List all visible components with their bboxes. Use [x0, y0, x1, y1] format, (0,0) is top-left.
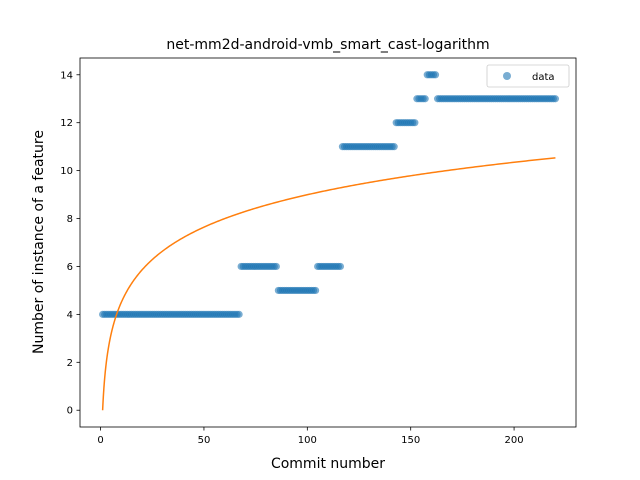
- y-axis-label: Number of instance of a feature: [31, 130, 47, 354]
- legend-marker: [503, 72, 511, 80]
- legend-label: data: [532, 72, 555, 83]
- x-axis: 0 50 100 150 200: [97, 427, 524, 446]
- y-tick-label: 6: [67, 262, 73, 273]
- data-point: [411, 119, 419, 127]
- legend-box: [486, 64, 570, 88]
- y-axis: 0 2 4 6 8 10 12 14: [60, 70, 80, 417]
- data-point: [551, 95, 560, 103]
- y-tick-label: 0: [67, 406, 73, 417]
- series-layer: [99, 71, 560, 411]
- axes-frame: [79, 57, 577, 428]
- data-point: [421, 95, 429, 103]
- data-point: [235, 310, 243, 318]
- x-tick-label: 150: [401, 435, 420, 446]
- x-axis-label: Commit number: [271, 456, 385, 472]
- x-tick-label: 0: [97, 435, 103, 446]
- legend: data: [486, 64, 570, 88]
- y-tick-label: 8: [67, 214, 73, 225]
- x-tick-label: 200: [505, 435, 524, 446]
- y-tick-label: 2: [67, 358, 73, 369]
- data-point: [390, 143, 398, 151]
- x-tick-label: 50: [198, 435, 211, 446]
- y-tick-label: 4: [67, 310, 73, 321]
- y-tick-label: 10: [60, 166, 73, 177]
- data-point: [311, 286, 320, 295]
- data-point: [336, 262, 345, 271]
- fit-line: [101, 157, 556, 411]
- x-tick-label: 100: [298, 435, 317, 446]
- chart-title: net-mm2d-android-vmb_smart_cast-logarith…: [166, 37, 489, 53]
- data-point: [272, 262, 280, 271]
- y-tick-label: 14: [60, 70, 73, 81]
- y-tick-label: 12: [60, 118, 73, 129]
- data-point: [431, 71, 440, 79]
- scatter-series-data: [99, 71, 560, 318]
